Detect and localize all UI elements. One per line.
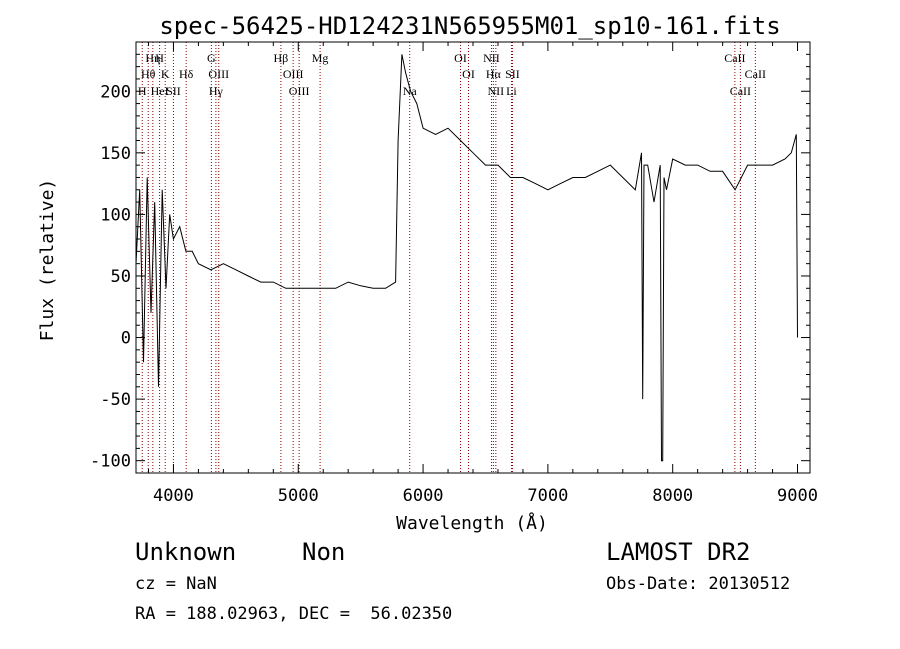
line-label: OIII — [208, 67, 229, 81]
line-label: Mg — [312, 51, 329, 65]
line-label: OI — [462, 67, 475, 81]
line-label: Hγ — [209, 84, 224, 98]
spectrum-line — [135, 54, 798, 462]
line-label: Hδ — [179, 67, 194, 81]
x-axis-ticks: 4000 5000 6000 7000 8000 9000 — [147, 42, 818, 506]
line-label: Li — [506, 84, 517, 98]
line-label: H — [138, 84, 147, 98]
y-tick-label: 100 — [100, 205, 131, 225]
coordinates: RA = 188.02963, DEC = 56.02350 — [135, 604, 453, 624]
y-tick-label: 150 — [100, 144, 131, 164]
line-label: CaII — [730, 84, 751, 98]
line-label: NII — [488, 84, 505, 98]
y-tick-label: -50 — [100, 390, 131, 410]
line-label: HeI — [151, 84, 169, 98]
chart-title: spec-56425-HD124231N565955M01_sp10-161.f… — [159, 12, 780, 40]
plot-frame — [135, 41, 811, 474]
line-label: H — [155, 51, 164, 65]
y-tick-label: -100 — [90, 452, 131, 472]
y-tick-label: 50 — [111, 267, 131, 287]
redshift-cz: cz = NaN — [135, 574, 217, 594]
line-label: OIII — [289, 84, 310, 98]
line-label: Na — [403, 84, 418, 98]
x-tick-label: 8000 — [652, 486, 693, 506]
line-label: Hα — [486, 67, 502, 81]
line-label: NII — [483, 51, 500, 65]
line-label: K — [161, 67, 170, 81]
x-tick-label: 5000 — [278, 486, 319, 506]
line-label: OIII — [283, 67, 304, 81]
line-label: CaII — [745, 67, 766, 81]
line-label: SII — [166, 84, 181, 98]
y-tick-label: 200 — [100, 82, 131, 102]
line-label: SII — [505, 67, 520, 81]
line-label: G — [207, 51, 216, 65]
line-label: CaII — [724, 51, 745, 65]
x-tick-label: 4000 — [153, 486, 194, 506]
y-tick-label: 0 — [121, 329, 131, 349]
line-label: Hη — [145, 51, 160, 65]
x-axis-label: Wavelength (Å) — [396, 512, 548, 534]
line-label: Hθ — [141, 67, 156, 81]
object-type: Non — [302, 538, 346, 566]
observation-date: Obs-Date: 20130512 — [606, 574, 791, 594]
line-label: Hβ — [274, 51, 289, 65]
y-axis-ticks: -100 -50 0 50 100 150 200 — [90, 41, 810, 472]
survey-name: LAMOST DR2 — [606, 538, 751, 566]
x-tick-label: 6000 — [403, 486, 444, 506]
line-label: OI — [454, 51, 467, 65]
y-axis-label: Flux (relative) — [37, 179, 58, 342]
object-name: Unknown — [135, 538, 237, 566]
x-tick-label: 9000 — [777, 486, 818, 506]
x-tick-label: 7000 — [527, 486, 568, 506]
